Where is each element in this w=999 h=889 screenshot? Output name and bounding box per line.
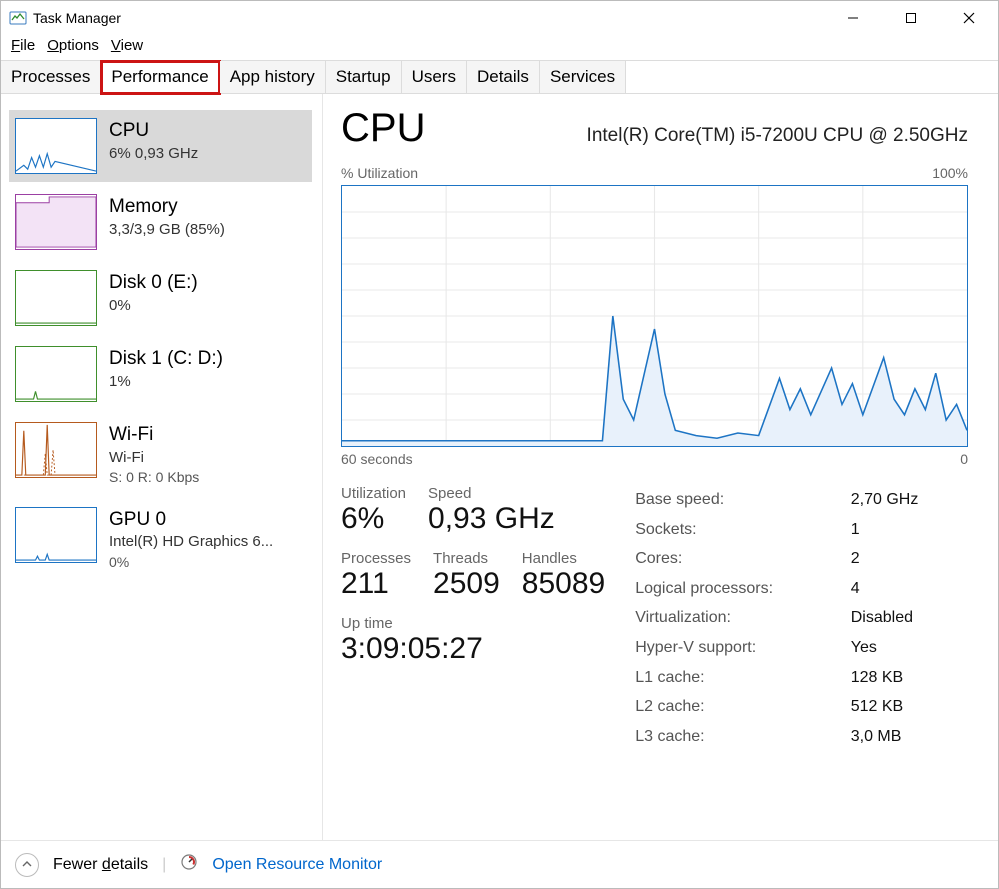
stats-primary: Utilization 6% Speed 0,93 GHz Processes … [341,485,605,751]
fewer-details-link[interactable]: Fewer details [53,856,148,874]
sidebar-title-disk1: Disk 1 (C: D:) [109,346,223,372]
speed-label: Speed [428,485,555,502]
resource-monitor-link[interactable]: Open Resource Monitor [212,856,382,874]
sidebar-thumb-disk1 [15,346,97,402]
tab-services[interactable]: Services [540,61,626,93]
detail-panel: CPU Intel(R) Core(TM) i5-7200U CPU @ 2.5… [323,94,998,840]
tab-startup[interactable]: Startup [326,61,402,93]
spec-key: L1 cache: [635,663,823,693]
uptime-value: 3:09:05:27 [341,632,605,666]
spec-value: 2,70 GHz [851,485,968,515]
tab-users[interactable]: Users [402,61,467,93]
spec-key: Logical processors: [635,574,823,604]
chart-label-top-right: 100% [932,165,968,181]
spec-key: Hyper-V support: [635,633,823,663]
sidebar-line1-memory: 3,3/3,9 GB (85%) [109,220,225,240]
tab-performance[interactable]: Performance [101,61,219,94]
speed-value: 0,93 GHz [428,502,555,536]
app-icon [9,9,27,27]
processes-label: Processes [341,550,411,567]
spec-value: 128 KB [851,663,968,693]
spec-key: Virtualization: [635,603,823,633]
spec-value: Disabled [851,603,968,633]
handles-label: Handles [522,550,605,567]
sidebar-thumb-disk0 [15,270,97,326]
menu-options[interactable]: Options [43,37,103,54]
sidebar-title-disk0: Disk 0 (E:) [109,270,198,296]
sidebar-item-memory[interactable]: Memory3,3/3,9 GB (85%) [9,186,312,258]
utilization-value: 6% [341,502,406,536]
sidebar-item-disk1[interactable]: Disk 1 (C: D:)1% [9,338,312,410]
spec-key: L3 cache: [635,722,823,752]
close-button[interactable] [940,1,998,35]
maximize-button[interactable] [882,1,940,35]
sidebar-title-memory: Memory [109,194,225,220]
sidebar-thumb-gpu0 [15,507,97,563]
spec-value: 4 [851,574,968,604]
sidebar-title-gpu0: GPU 0 [109,507,273,533]
detail-heading: CPU [341,106,425,151]
sidebar-line1-disk1: 1% [109,372,223,392]
sidebar: CPU6% 0,93 GHzMemory3,3/3,9 GB (85%)Disk… [1,94,323,840]
utilization-label: Utilization [341,485,406,502]
sidebar-item-gpu0[interactable]: GPU 0Intel(R) HD Graphics 6...0% [9,499,312,580]
spec-key: L2 cache: [635,692,823,722]
sidebar-line2-gpu0: 0% [109,553,273,572]
resource-monitor-icon [180,853,198,876]
sidebar-title-cpu: CPU [109,118,198,144]
footer-divider: | [162,856,166,874]
uptime-label: Up time [341,615,605,632]
chart-label-bottom-left: 60 seconds [341,451,413,467]
spec-value: Yes [851,633,968,663]
chart-label-bottom-right: 0 [960,451,968,467]
sidebar-item-disk0[interactable]: Disk 0 (E:)0% [9,262,312,334]
sidebar-thumb-cpu [15,118,97,174]
chart-area[interactable] [341,185,968,447]
sidebar-line1-gpu0: Intel(R) HD Graphics 6... [109,532,273,552]
spec-value: 2 [851,544,968,574]
sidebar-line2-wifi: S: 0 R: 0 Kbps [109,468,199,487]
spec-value: 512 KB [851,692,968,722]
sidebar-item-cpu[interactable]: CPU6% 0,93 GHz [9,110,312,182]
tab-processes[interactable]: Processes [1,61,101,93]
sidebar-item-wifi[interactable]: Wi-FiWi-FiS: 0 R: 0 Kbps [9,414,312,495]
spec-value: 3,0 MB [851,722,968,752]
cpu-chart: % Utilization 100% 60 seconds 0 [341,165,968,467]
tab-details[interactable]: Details [467,61,540,93]
sidebar-title-wifi: Wi-Fi [109,422,199,448]
sidebar-line1-disk0: 0% [109,296,198,316]
titlebar: Task Manager [1,1,998,35]
menubar: File Options View [1,35,998,60]
spec-value: 1 [851,515,968,545]
spec-key: Base speed: [635,485,823,515]
threads-value: 2509 [433,567,500,601]
collapse-icon[interactable] [15,853,39,877]
sidebar-line1-wifi: Wi-Fi [109,448,199,468]
minimize-button[interactable] [824,1,882,35]
sidebar-line1-cpu: 6% 0,93 GHz [109,144,198,164]
chart-label-top-left: % Utilization [341,165,418,181]
stats-specs: Base speed: 2,70 GHz Sockets: 1 Cores: 2 Logic… [635,485,968,751]
spec-key: Cores: [635,544,823,574]
sidebar-thumb-wifi [15,422,97,478]
menu-file[interactable]: File [7,37,39,54]
spec-key: Sockets: [635,515,823,545]
window-title: Task Manager [33,10,121,26]
handles-value: 85089 [522,567,605,601]
tab-strip: ProcessesPerformanceApp historyStartupUs… [1,60,998,94]
processes-value: 211 [341,567,411,601]
threads-label: Threads [433,550,500,567]
detail-subheading: Intel(R) Core(TM) i5-7200U CPU @ 2.50GHz [587,125,968,147]
footer: Fewer details | Open Resource Monitor [1,840,998,888]
sidebar-thumb-memory [15,194,97,250]
tab-app-history[interactable]: App history [220,61,326,93]
menu-view[interactable]: View [107,37,147,54]
